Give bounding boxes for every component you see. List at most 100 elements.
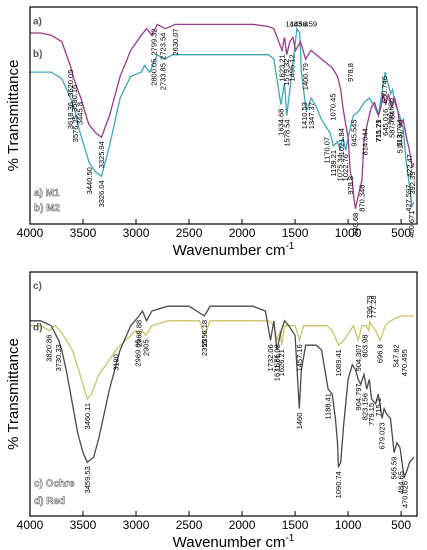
peak-label: 696.8 [376, 344, 385, 363]
peak-label: 1460 [295, 413, 304, 430]
peak-label: 1671.02 [272, 344, 281, 371]
peak-label: 1578.54 [282, 120, 291, 147]
x-tick-label: 2000 [229, 518, 256, 532]
peak-label: 1188.41 [324, 393, 333, 420]
peak-label: 1400.79 [301, 63, 310, 90]
x-tick-label: 2000 [229, 226, 256, 240]
peak-label: 904.797 [354, 383, 363, 410]
peak-label: 904.307 [354, 344, 363, 371]
trace-label-ochre: c) [33, 281, 42, 292]
x-tick-label: 4000 [17, 226, 44, 240]
peak-label: 1623.21 [278, 54, 287, 81]
peak-label: 422.47 [405, 154, 414, 177]
x-tick-label: 500 [391, 226, 411, 240]
peak-label: 814.044 [361, 128, 370, 155]
peak-label: 587.784 [387, 111, 396, 138]
peak-label: 978.8 [346, 176, 355, 195]
trace-label-red: d) [33, 323, 42, 334]
trace-label-m1: a) [33, 16, 42, 27]
peak-label: 1170.07 [322, 137, 331, 164]
peak-label: 392.39 [408, 172, 417, 195]
legend-entry: c) Ochre [34, 479, 75, 490]
peak-label: 3460.11 [83, 403, 92, 430]
peak-label: 1483.4 [285, 20, 308, 29]
peak-label: 2723.54 [159, 33, 168, 60]
peak-label: 1456.59 [290, 20, 317, 29]
peak-label: 3326.04 [97, 180, 106, 207]
plot-frame [29, 6, 418, 225]
peak-label: 3730.33 [54, 344, 63, 371]
x-tick-label: 4000 [17, 518, 44, 532]
peak-label: 711.79 [374, 120, 383, 142]
x-axis-label: Wavenumber cm-1 [173, 533, 295, 550]
peak-label: 2355 [200, 339, 209, 356]
peak-label: 945.545 [349, 120, 358, 147]
peak-label: 1410.53 [300, 102, 309, 129]
peak-label: 870.346 [357, 185, 366, 212]
peak-label: 2799.32 [150, 28, 159, 55]
peak-label: 1732.06 [266, 344, 275, 371]
x-tick-label: 3000 [123, 226, 150, 240]
peak-label: 3190 [111, 354, 120, 371]
legend-entry: b) M2 [34, 203, 61, 214]
peak-label: 1634.68 [276, 109, 285, 136]
peak-label: 1626.21 [277, 349, 286, 376]
peak-label: 547.82 [392, 344, 401, 367]
peak-label: 777.28 [369, 296, 378, 319]
x-tick-label: 1500 [282, 226, 309, 240]
legend-entry: d) Red [34, 496, 65, 507]
peak-label: 779.15 [367, 403, 376, 426]
peak-label: 470.495 [400, 349, 409, 376]
peak-label: 3820.86 [45, 335, 54, 362]
x-tick-label: 500 [391, 518, 411, 532]
peak-label: 1089.41 [334, 349, 343, 376]
peak-label: 3576.25 [71, 115, 80, 142]
peak-label: 1495.12 [287, 54, 296, 81]
series-line-red [30, 305, 415, 480]
peak-label: 3618.36 [66, 102, 75, 129]
peak-label: 596.686 [386, 98, 395, 125]
peak-label: 1070.45 [329, 94, 338, 121]
peak-label: 715.21 [374, 120, 383, 143]
peak-label: 2969.65 [134, 339, 143, 366]
peak-label: 679.023 [378, 422, 387, 449]
panel-bottom-ochre-red: c) d)3820.86 3460.11 3190 2969.65 2905 2355 167… [5, 271, 418, 550]
peak-label: 1075.34 [336, 154, 345, 181]
peak-label: 803.98 [361, 335, 370, 358]
peak-label: 2800.05 [150, 59, 159, 86]
peak-label: 470.026 [400, 481, 409, 508]
peak-label: 2969.88 [135, 320, 144, 347]
y-axis-label: % Transmittance [5, 338, 22, 450]
peak-label: 3620.05 [66, 70, 75, 97]
x-tick-label: 1000 [335, 226, 362, 240]
x-tick-label: 2500 [176, 226, 203, 240]
peak-label: 2630.07 [171, 28, 180, 55]
x-axis-label: Wavenumber cm-1 [173, 241, 295, 259]
peak-label: 3459.53 [83, 466, 92, 493]
peak-label: 978.8 [346, 63, 355, 82]
peak-label: 1021.84 [337, 128, 346, 155]
peak-label: 2905 [142, 339, 151, 356]
peak-label: 510.31 [396, 130, 405, 153]
peak-label: 796.79 [365, 296, 374, 319]
x-tick-label: 3500 [70, 518, 97, 532]
x-tick-label: 1000 [335, 518, 362, 532]
x-tick-label: 2500 [176, 518, 203, 532]
peak-label: 645.016 [381, 109, 390, 136]
peak-label: 1671.66 [272, 354, 281, 381]
peak-label: 715.1 [374, 398, 383, 417]
peak-label: 823.156 [361, 393, 370, 420]
peak-label: 1090.74 [334, 471, 343, 498]
peak-label: 427.597 [404, 185, 413, 212]
peak-label: 3440.50 [85, 167, 94, 194]
x-tick-label: 1500 [282, 518, 309, 532]
peak-label: 3325.94 [97, 141, 106, 168]
peak-label: 2356.18 [200, 320, 209, 347]
peak-label: 513.704 [395, 120, 404, 147]
peak-label: 3580.16 [70, 85, 79, 112]
peak-label: 1347.37 [307, 102, 316, 129]
plot-frame [29, 271, 418, 517]
peak-label: 1457.16 [295, 344, 304, 371]
peak-label: 565.59 [390, 457, 399, 480]
